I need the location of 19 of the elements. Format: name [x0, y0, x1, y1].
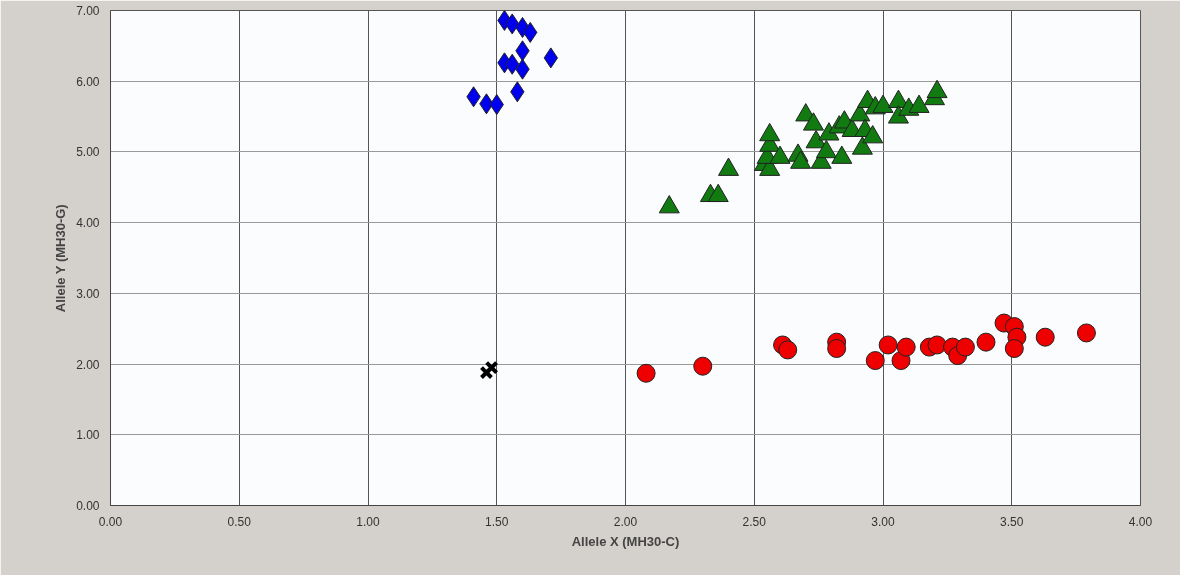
- y-tick-label: 1.00: [76, 428, 100, 443]
- x-tick-label: 0.50: [227, 514, 252, 529]
- x-tick-label: 1.50: [485, 514, 509, 529]
- y-tick-label: 7.00: [76, 4, 100, 18]
- x-axis-title: Allele X (MH30-C): [571, 533, 680, 549]
- x-tick-label: 0.00: [98, 514, 123, 529]
- x-tick-label: 4.00: [1128, 514, 1153, 529]
- y-tick-label: 6.00: [76, 74, 100, 89]
- y-tick-label: 4.00: [76, 216, 100, 231]
- x-tick-label: 1.00: [356, 514, 380, 529]
- x-tick-label: 2.50: [742, 514, 767, 529]
- x-tick-label: 3.50: [1000, 514, 1024, 529]
- x-tick-label: 3.00: [871, 514, 895, 529]
- x-tick-label: 2.00: [613, 514, 638, 529]
- y-tick-label: 3.00: [76, 286, 100, 301]
- y-axis-title: Allele Y (MH30-G): [53, 204, 69, 313]
- y-tick-label: 0.00: [76, 499, 100, 513]
- y-tick-label: 5.00: [76, 145, 100, 160]
- y-tick-label: 2.00: [76, 357, 100, 372]
